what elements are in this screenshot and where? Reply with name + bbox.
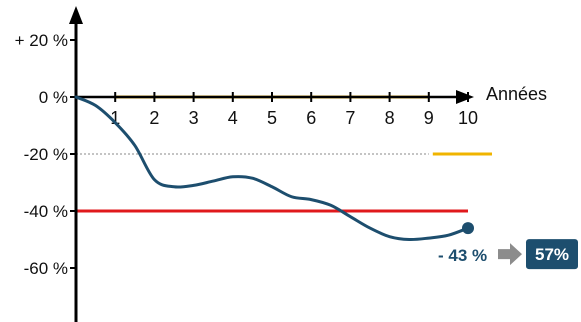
x-tick-label: 7 (345, 108, 355, 128)
series-end-point (462, 222, 474, 235)
x-tick-labels: 1 2 3 4 5 6 7 8 9 10 (110, 108, 478, 128)
x-tick-label: 2 (149, 108, 159, 128)
arrow-right-icon (498, 243, 522, 266)
y-axis-arrow-icon (69, 6, 83, 24)
x-tick-label: 6 (306, 108, 316, 128)
x-tick-label: 8 (385, 108, 395, 128)
x-tick-label: 3 (189, 108, 199, 128)
end-annotation: - 43 % 57% (438, 239, 578, 270)
x-tick-label: 4 (228, 108, 238, 128)
y-tick-label: + 20 % (15, 31, 68, 50)
y-tick-label: -60 % (24, 259, 68, 278)
result-badge-label: 57% (535, 245, 569, 264)
result-badge (526, 239, 578, 270)
x-tick-label: 5 (267, 108, 277, 128)
y-tick-label: 0 % (39, 88, 68, 107)
series (74, 95, 474, 242)
series-line-1 (74, 95, 470, 242)
end-value-label: - 43 % (438, 246, 487, 265)
x-axis-arrow-icon (456, 90, 474, 104)
x-axis-title: Années (486, 84, 547, 104)
x-tick-label: 9 (424, 108, 434, 128)
y-tick-label: -40 % (24, 202, 68, 221)
y-tick-label: -20 % (24, 145, 68, 164)
axis-ticks (70, 39, 469, 269)
x-tick-label: 10 (458, 108, 478, 128)
axes (69, 6, 474, 322)
y-tick-labels: + 20 % 0 % -20 % -40 % -60 % (15, 31, 68, 278)
x-tick-label: 1 (110, 108, 120, 128)
